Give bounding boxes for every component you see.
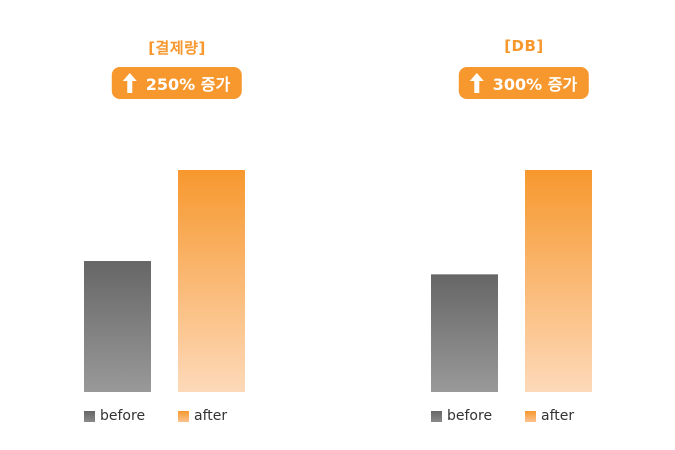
- chart-db: [DB] 300% 증가 before after: [364, 0, 675, 450]
- bar-before: [431, 274, 498, 392]
- bar-after: [178, 170, 245, 392]
- arrow-up-icon: [469, 73, 484, 93]
- legend-swatch-after: [525, 410, 536, 422]
- increase-badge: 300% 증가: [458, 67, 590, 99]
- legend-label-before: before: [447, 408, 493, 424]
- legend-swatch-before: [431, 410, 442, 422]
- legend: before after: [17, 408, 337, 428]
- chart-title: [결제량]: [148, 39, 206, 57]
- arrow-up-icon: [122, 73, 137, 93]
- legend-item-before: before: [431, 408, 492, 424]
- legend-label-after: after: [541, 408, 575, 424]
- bar-plot: [431, 170, 592, 392]
- legend-swatch-after: [178, 410, 189, 422]
- legend-label-before: before: [100, 408, 146, 424]
- legend: before after: [364, 408, 675, 428]
- legend-item-after: after: [178, 408, 227, 424]
- legend-item-before: before: [84, 408, 145, 424]
- badge-text: 300% 증가: [492, 75, 578, 94]
- legend-swatch-before: [84, 410, 95, 422]
- legend-label-after: after: [194, 408, 228, 424]
- bar-after: [525, 170, 592, 392]
- chart-title: [DB]: [504, 37, 544, 55]
- legend-item-after: after: [525, 408, 574, 424]
- bar-before: [84, 261, 151, 392]
- badge-text: 250% 증가: [145, 75, 231, 94]
- chart-payment-volume: [결제량] 250% 증가 before after: [17, 0, 337, 450]
- bar-plot: [84, 170, 245, 392]
- increase-badge: 250% 증가: [111, 67, 243, 99]
